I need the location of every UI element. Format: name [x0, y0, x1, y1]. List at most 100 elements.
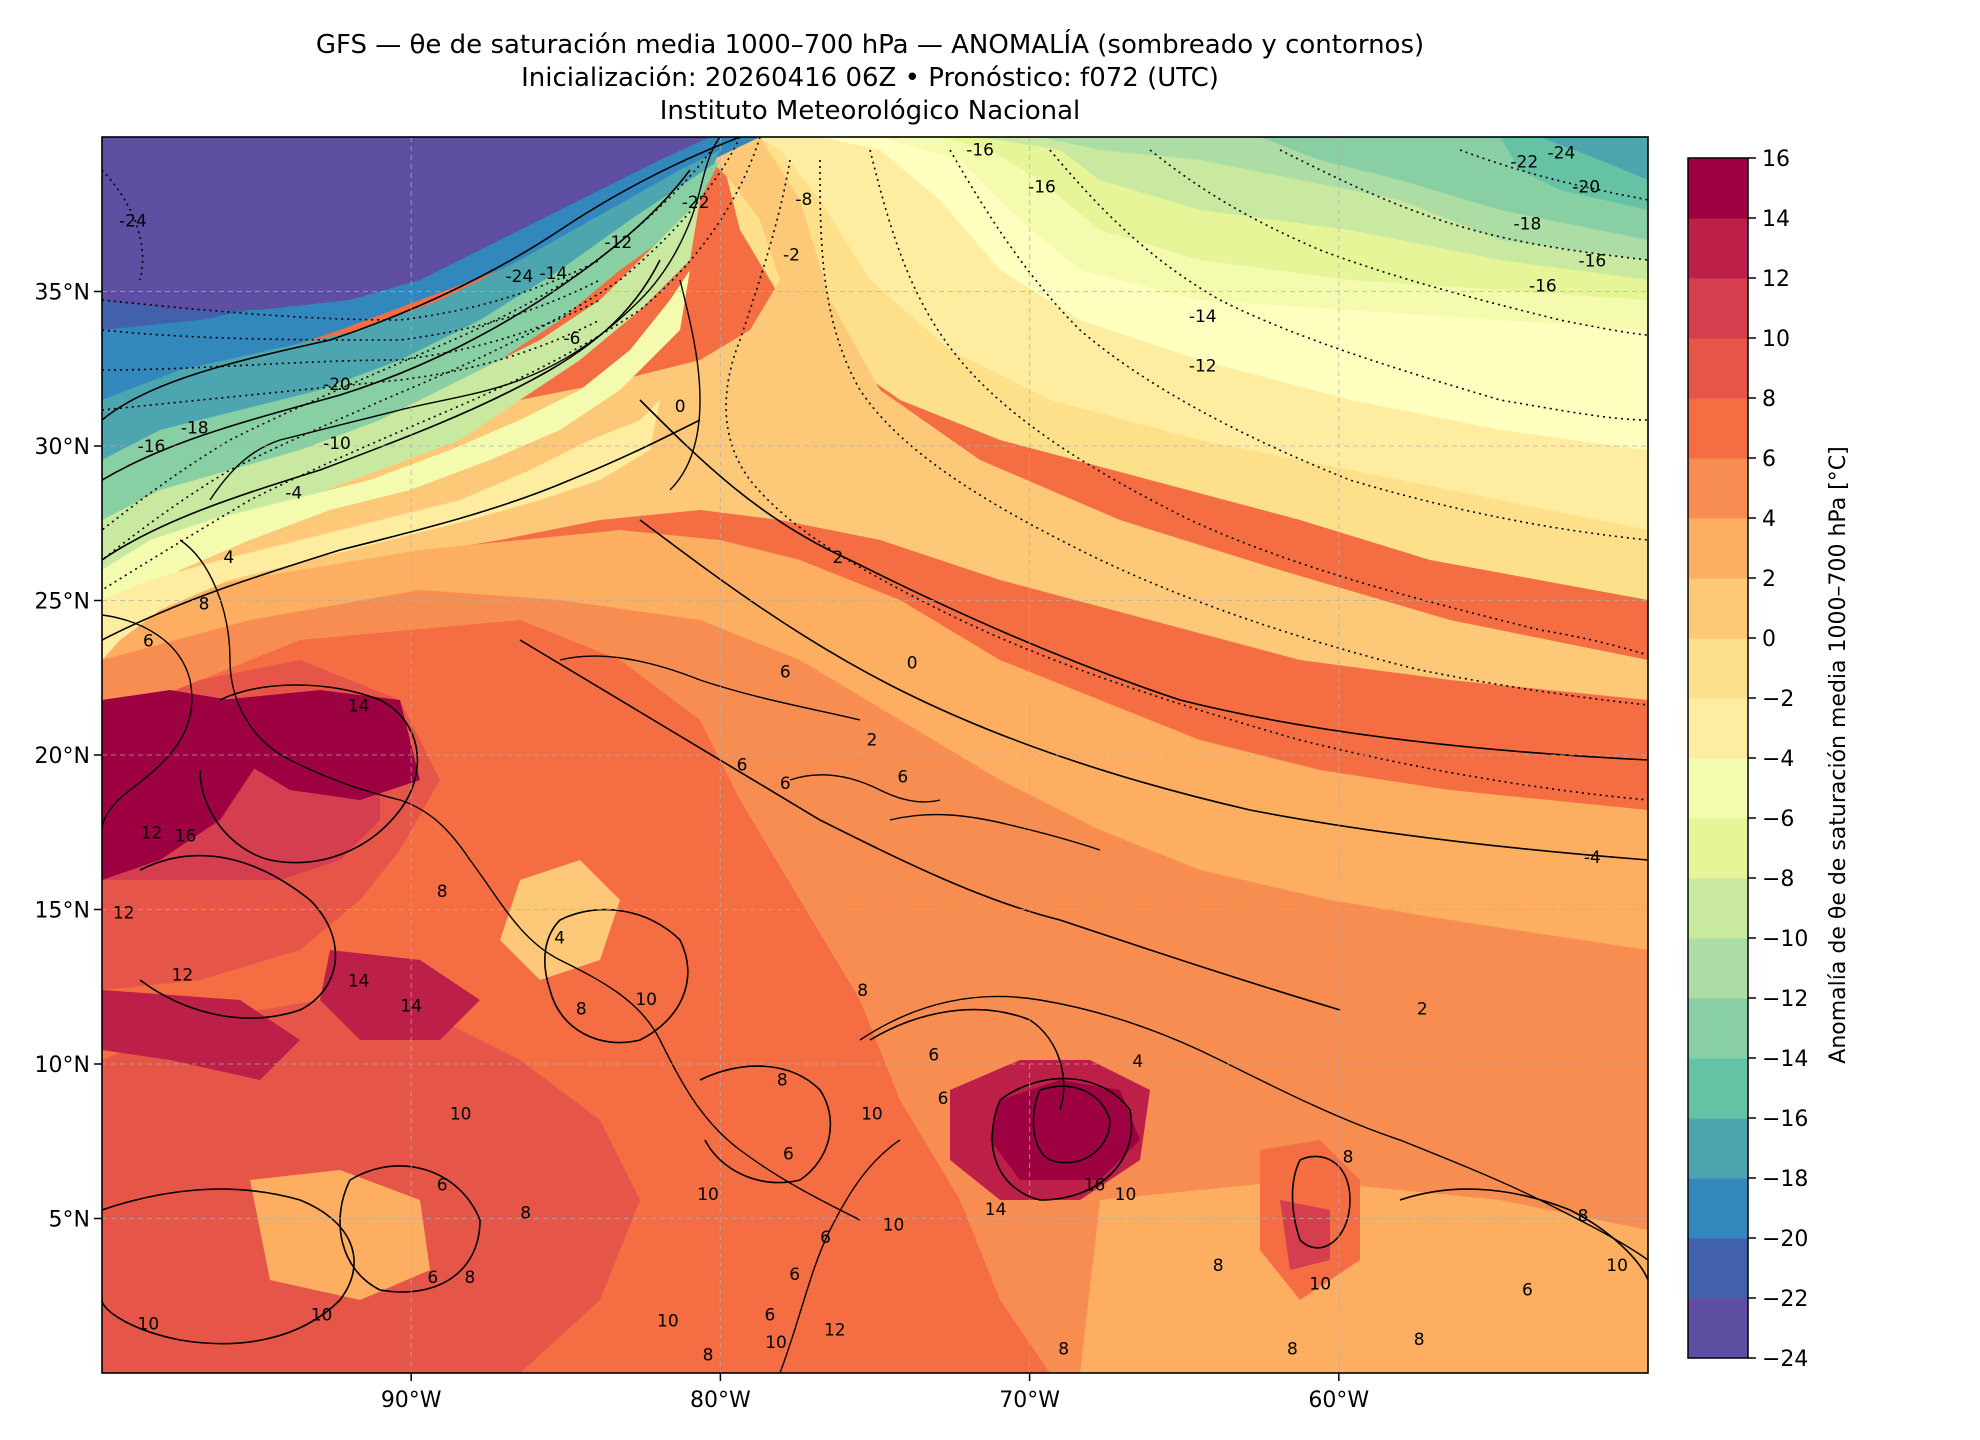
colorbar-segment — [1688, 758, 1748, 819]
lat-tick-label: 15°N — [35, 899, 90, 924]
contour-label: 6 — [1522, 1281, 1533, 1301]
colorbar-segment — [1688, 938, 1748, 999]
contour-label: 12 — [113, 904, 135, 924]
contour-label: -18 — [1514, 215, 1542, 235]
contour-label: -12 — [604, 233, 632, 253]
anomaly-band — [1080, 1180, 1648, 1373]
colorbar-tick-label: 14 — [1762, 207, 1790, 232]
colorbar-segment — [1688, 998, 1748, 1059]
anomaly-band — [250, 1170, 430, 1300]
colorbar-tick-label: 0 — [1762, 627, 1776, 652]
contour-label: 8 — [520, 1203, 531, 1223]
contour-label: 6 — [820, 1228, 831, 1248]
colorbar-segment — [1688, 278, 1748, 339]
contour-label: 8 — [777, 1070, 788, 1090]
anomaly-band — [102, 690, 260, 880]
contour-label: -14 — [1189, 307, 1217, 327]
contour-label: 4 — [223, 548, 234, 568]
contour-label: 10 — [765, 1333, 787, 1353]
contour-label: 8 — [1578, 1206, 1589, 1226]
contour-label: 6 — [780, 774, 791, 794]
colorbar-segment — [1688, 398, 1748, 459]
colorbar-tick-label: 12 — [1762, 267, 1790, 292]
contour-label: 8 — [576, 999, 587, 1019]
contour-label: -16 — [1578, 252, 1606, 272]
figure-title: GFS — θe de saturación media 1000–700 hP… — [315, 30, 1425, 60]
lon-tick-label: 70°W — [999, 1388, 1060, 1413]
lat-tick-label: 10°N — [35, 1053, 90, 1078]
anomaly-band — [1280, 1200, 1330, 1270]
colorbar-tick-label: 2 — [1762, 567, 1776, 592]
contour-label: -24 — [1548, 143, 1576, 163]
contour-label: 10 — [1606, 1256, 1628, 1276]
colorbar-segment — [1688, 578, 1748, 639]
anomaly-band — [102, 200, 700, 640]
contour-label: -4 — [285, 483, 302, 503]
contour-label: 2 — [832, 548, 843, 568]
solid-contours — [102, 137, 1648, 1345]
colorbar-segment — [1688, 638, 1748, 699]
contour-label: 2 — [1417, 999, 1428, 1019]
colorbar-segment — [1688, 518, 1748, 579]
lon-tick-label: 60°W — [1308, 1388, 1369, 1413]
colorbar-tick-label: −18 — [1762, 1167, 1808, 1192]
contour-label: 10 — [311, 1305, 333, 1325]
contour-label: 14 — [348, 697, 370, 717]
contour-label: 10 — [657, 1311, 679, 1331]
contour-label: 12 — [824, 1321, 846, 1341]
colorbar-tick-label: −12 — [1762, 987, 1808, 1012]
colorbar-tick-label: −14 — [1762, 1047, 1808, 1072]
lat-tick-label: 35°N — [35, 281, 90, 306]
lat-tick-label: 5°N — [49, 1208, 90, 1233]
lat-tick-label: 25°N — [35, 590, 90, 615]
contour-label: 6 — [437, 1176, 448, 1196]
contour-label: 6 — [928, 1046, 939, 1066]
contour-label: 6 — [143, 632, 154, 652]
colorbar-segment — [1688, 698, 1748, 759]
contour-label: 14 — [985, 1200, 1007, 1220]
contour-label: 8 — [1287, 1339, 1298, 1359]
colorbar-segment — [1688, 1118, 1748, 1179]
contour-label: 8 — [1414, 1330, 1425, 1350]
contour-label: -22 — [682, 193, 710, 213]
colorbar-segment — [1688, 1058, 1748, 1119]
contour-label: 6 — [783, 1145, 794, 1165]
lon-tick-label: 90°W — [381, 1388, 442, 1413]
contour-label: 12 — [141, 823, 163, 843]
colorbar-tick-label: −4 — [1762, 747, 1794, 772]
contour-label: -16 — [138, 437, 166, 457]
figure-subtitle: Inicialización: 20260416 06Z • Pronóstic… — [521, 63, 1219, 93]
contour-label: 10 — [697, 1185, 719, 1205]
lat-tick-label: 20°N — [35, 744, 90, 769]
contour-label: 8 — [1213, 1256, 1224, 1276]
contour-label: 2 — [866, 731, 877, 751]
colorbar-segment — [1688, 338, 1748, 399]
contour-labels: -24-22-18-16-20-24 -14-12-10-8-6-4-204861… — [113, 140, 1628, 1365]
contour-label: 16 — [1084, 1176, 1106, 1196]
colorbar-tick-label: 6 — [1762, 447, 1776, 472]
contour-label: -18 — [181, 418, 209, 438]
contour-label: -6 — [564, 329, 581, 349]
contour-label: 4 — [1132, 1052, 1143, 1072]
lat-tick-label: 30°N — [35, 435, 90, 460]
contour-label: 10 — [861, 1104, 883, 1124]
colorbar-tick-label: −10 — [1762, 927, 1808, 952]
anomaly-band — [102, 137, 1648, 700]
contour-label: 8 — [199, 595, 210, 615]
contour-label: -12 — [1189, 357, 1217, 377]
anomaly-band — [102, 150, 720, 580]
contour-label: -20 — [1572, 177, 1600, 197]
colorbar-label: Anomalía de θe de saturación media 1000–… — [1826, 446, 1851, 1063]
contour-label: -16 — [966, 140, 994, 160]
contour-label: -16 — [1028, 177, 1056, 197]
contour-label: -10 — [323, 434, 351, 454]
contour-label: 8 — [857, 981, 868, 1001]
colorbar-tick-label: −16 — [1762, 1107, 1808, 1132]
contour-label: -14 — [540, 264, 568, 284]
colorbar-tick-label: −2 — [1762, 687, 1794, 712]
colorbar-segment — [1688, 1298, 1748, 1359]
colorbar-segment — [1688, 1178, 1748, 1239]
contour-label: 8 — [1058, 1339, 1069, 1359]
contour-label: 10 — [138, 1315, 160, 1335]
anomaly-band — [1540, 137, 1648, 180]
